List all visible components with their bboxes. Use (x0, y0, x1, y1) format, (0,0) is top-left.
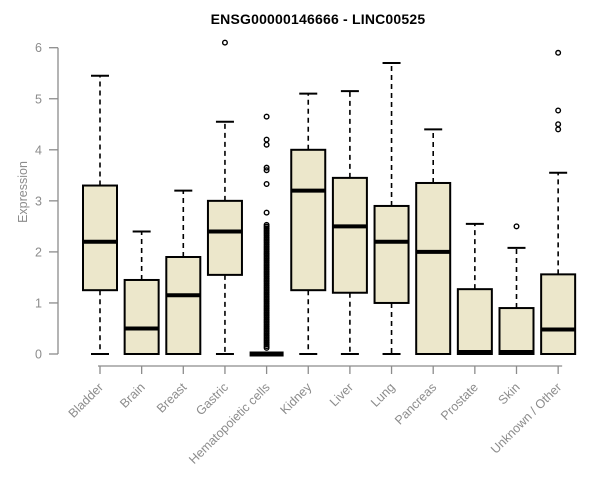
x-category-label: Lung (368, 380, 398, 410)
box-rect (498, 307, 535, 355)
box-group-liver (331, 90, 368, 355)
outlier-point (263, 113, 270, 120)
y-tick-label: 0 (35, 348, 42, 362)
box-group-bladder (82, 74, 118, 355)
box-group-gastric (206, 39, 243, 355)
outlier-point (555, 49, 562, 56)
y-tick-label: 6 (35, 41, 42, 55)
outlier-point (263, 167, 270, 174)
box-rect (290, 148, 327, 292)
box-rect (456, 288, 493, 356)
x-category-label: Gastric (193, 380, 231, 418)
box-group-brain (123, 230, 160, 356)
y-tick-label: 1 (35, 296, 42, 310)
outlier-point (555, 121, 562, 128)
outlier-point (263, 141, 270, 148)
x-category-label: Breast (154, 380, 190, 416)
outlier-stack-point (263, 221, 270, 228)
x-category-label: Bladder (66, 380, 106, 420)
x-category-label: Prostate (438, 380, 481, 423)
box-group-skin (498, 223, 535, 355)
box-rect (373, 204, 410, 304)
outlier-point (263, 136, 270, 143)
box-group-unknown-other (540, 49, 577, 355)
box-rect (123, 278, 160, 356)
x-category-label: Skin (496, 380, 523, 407)
outlier-point (555, 126, 562, 133)
y-tick-label: 2 (35, 245, 42, 259)
x-category-label: Pancreas (392, 380, 439, 427)
box-group-prostate (456, 222, 493, 356)
outlier-point (263, 209, 270, 216)
box-rect (540, 273, 577, 355)
outlier-point (221, 39, 228, 46)
box-rect (415, 181, 452, 355)
box-group-pancreas (415, 128, 452, 355)
chart-title: ENSG00000146666 - LINC00525 (210, 11, 426, 27)
outlier-point (513, 223, 520, 230)
box-group-lung (373, 62, 410, 355)
outlier-point (555, 107, 562, 114)
box-group-hematopoietic-cells (249, 113, 284, 357)
y-tick-label: 3 (35, 194, 42, 208)
y-tick-label: 4 (35, 143, 42, 157)
box-rect (206, 199, 243, 276)
x-category-label: Liver (327, 380, 356, 409)
y-tick-label: 5 (35, 92, 42, 106)
outlier-point (263, 181, 270, 188)
outlier-point (263, 164, 270, 171)
x-category-label: Hematopoietic cells (186, 380, 273, 467)
x-category-label: Kidney (277, 380, 314, 417)
x-category-label: Brain (117, 380, 148, 411)
box-rect (82, 184, 118, 292)
box-group-kidney (290, 92, 327, 355)
box-rect (165, 256, 202, 356)
box-group-breast (165, 189, 202, 356)
box-rect (331, 176, 368, 294)
x-category-label: Unknown / Other (488, 380, 564, 456)
